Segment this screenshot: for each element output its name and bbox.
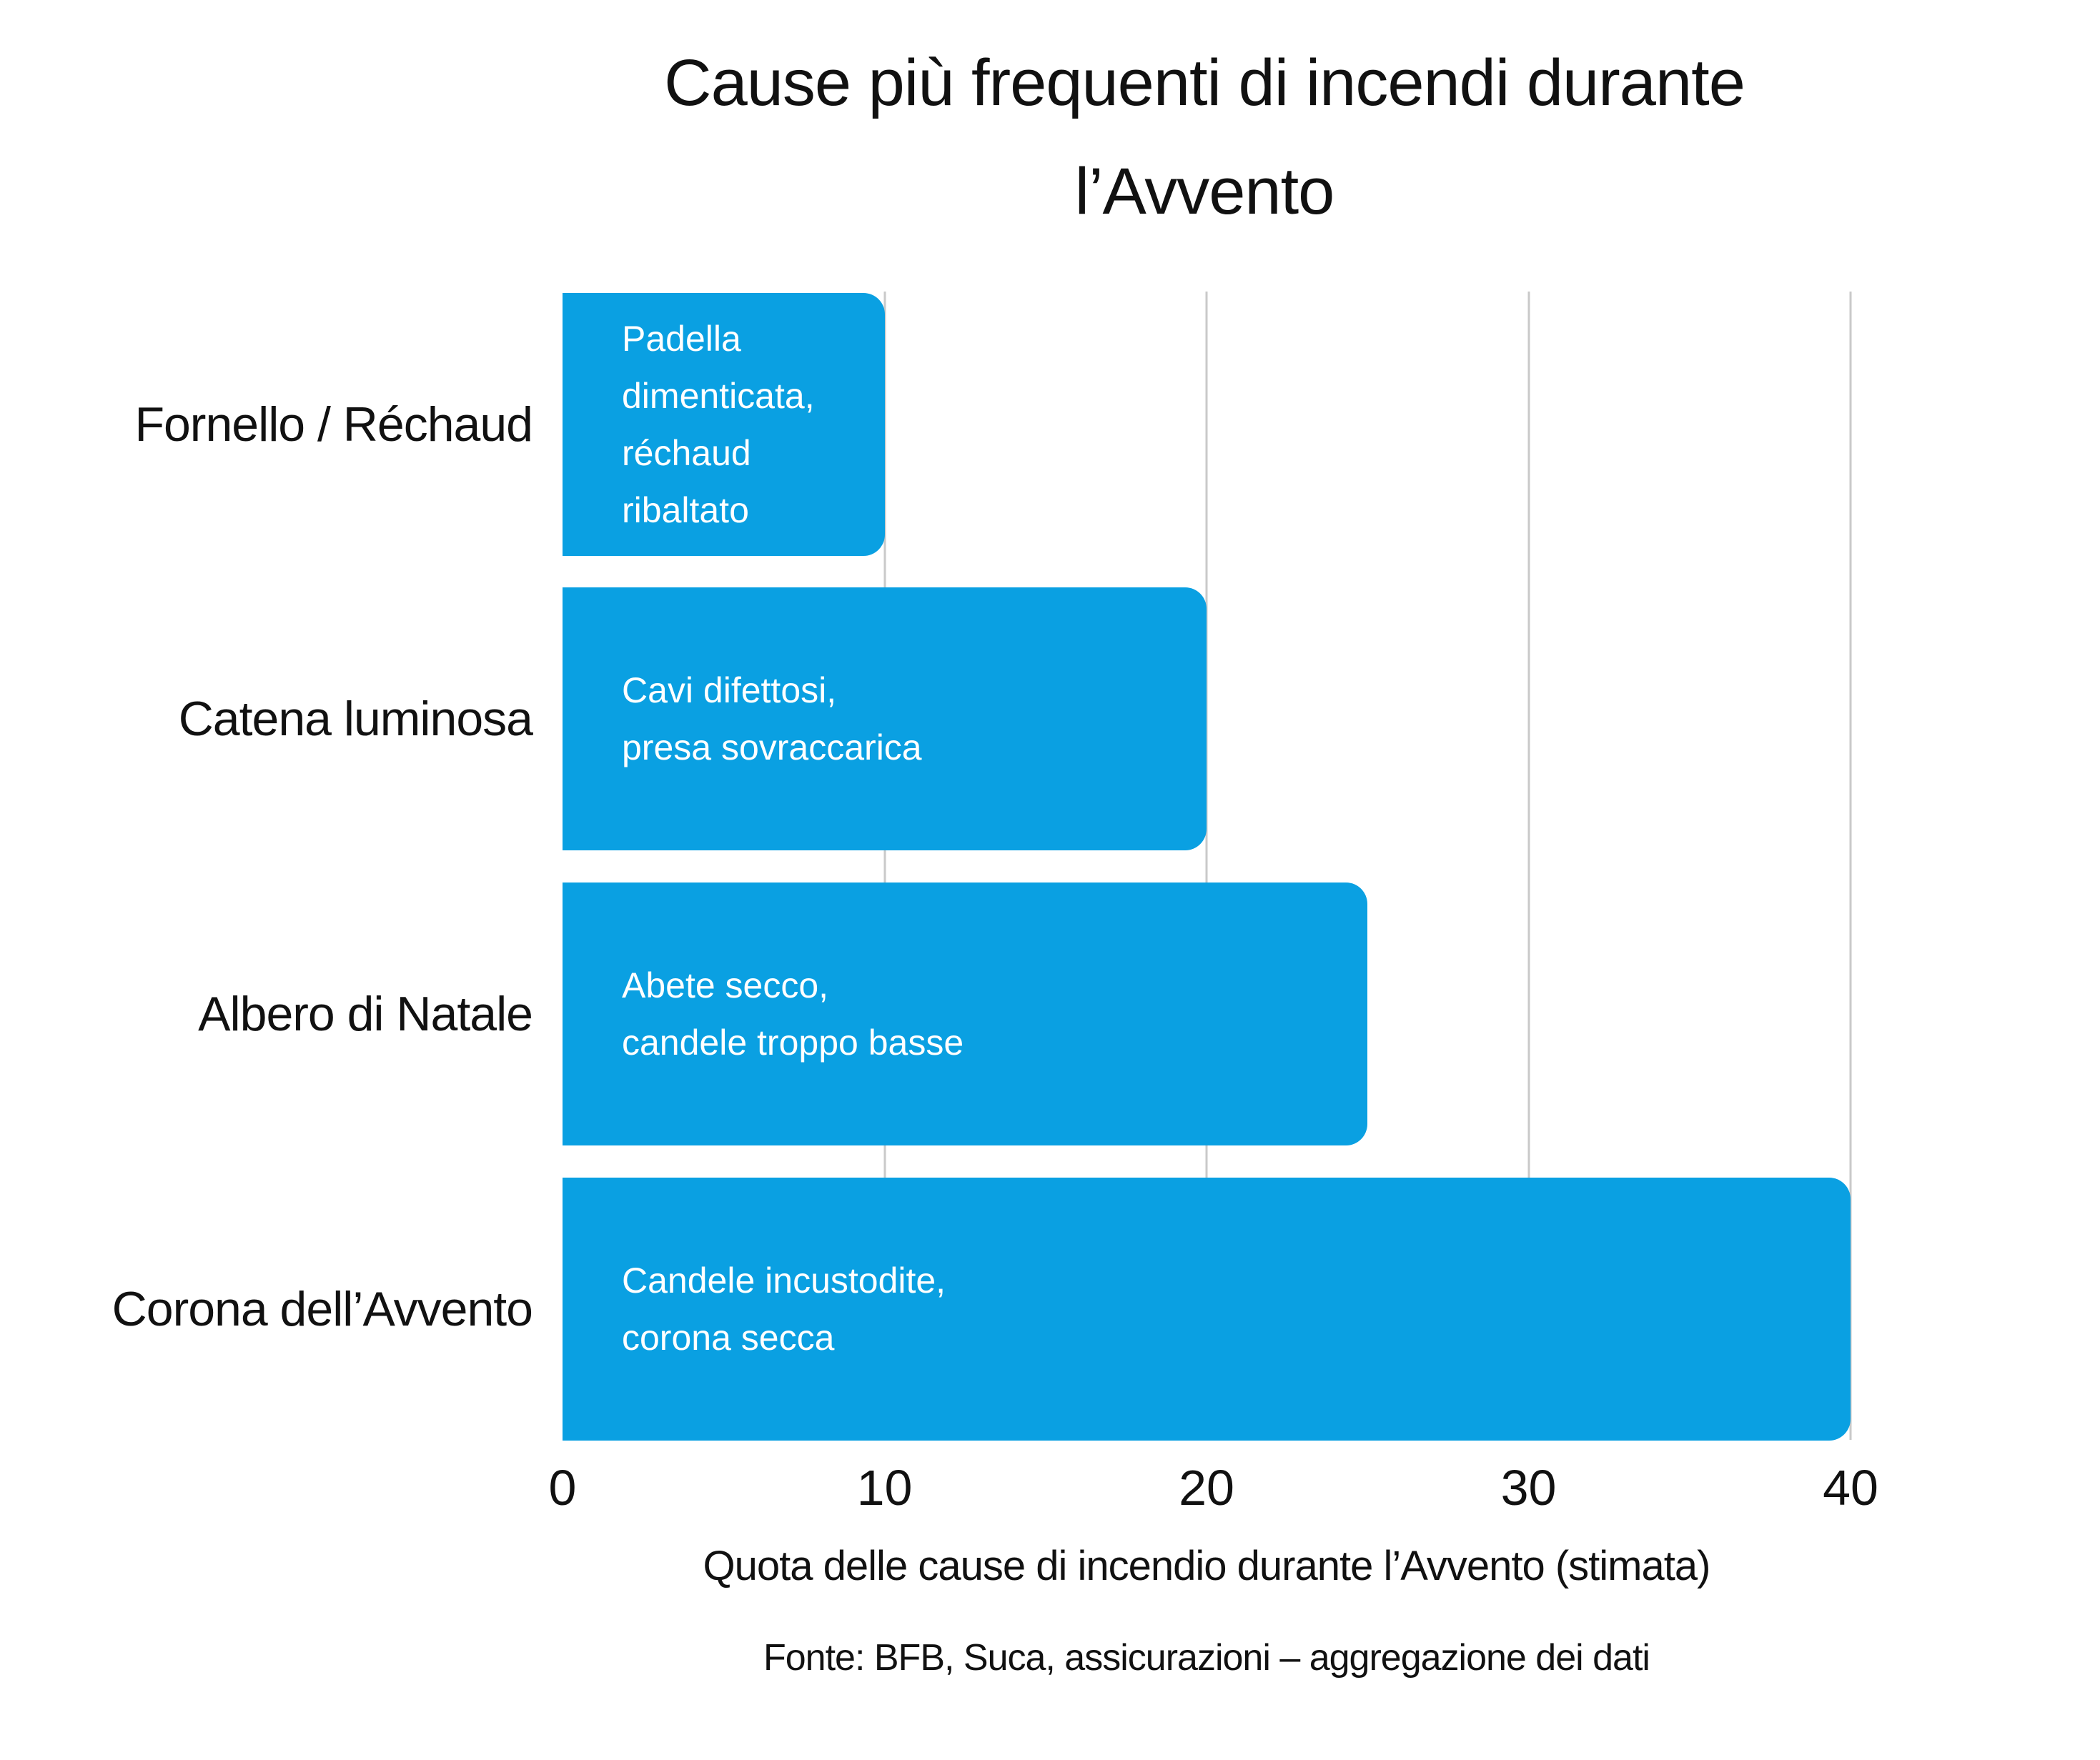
bar-annotation-line: ribaltato: [622, 490, 749, 530]
x-tick-label-40: 40: [1823, 1460, 1878, 1516]
plot-area: Padella dimenticata, réchaud ribaltato Cavi…: [563, 292, 1852, 1441]
bar-annotation-line: réchaud: [622, 433, 751, 473]
chart-title-line-2: l’Avvento: [1074, 155, 1335, 228]
category-label-catena-luminosa: Catena luminosa: [178, 692, 533, 746]
source-note: Fonte: BFB, Suca, assicurazioni – aggreg…: [763, 1637, 1650, 1679]
x-tick-label-0: 0: [548, 1460, 577, 1516]
x-tick-label-10: 10: [856, 1460, 913, 1516]
bar-annotation-line: presa sovraccarica: [622, 727, 922, 767]
bar-annotation-corona-avvento: Candele incustodite, corona secca: [563, 1178, 1851, 1441]
category-label-albero-di-natale: Albero di Natale: [198, 987, 533, 1041]
bar-annotation-line: Padella: [622, 319, 741, 359]
bar-annotation-line: corona secca: [622, 1318, 835, 1358]
chart-title-line-1: Cause più frequenti di incendi durante: [664, 46, 1745, 119]
x-tick-label-20: 20: [1179, 1460, 1234, 1516]
x-tick-label-30: 30: [1500, 1460, 1557, 1516]
bar-annotation-line: candele troppo basse: [622, 1023, 964, 1063]
gridline-10: [883, 292, 886, 1440]
bar-annotation-catena-luminosa: Cavi difettosi, presa sovraccarica: [563, 587, 1207, 850]
x-axis-label: Quota delle cause di incendio durante l’…: [703, 1543, 1711, 1589]
chart-title: Cause più frequenti di incendi durante l…: [300, 29, 2100, 246]
x-axis-tick-labels: 0 10 20 30 40: [549, 1459, 1878, 1527]
bar-annotation-line: dimenticata,: [622, 376, 815, 416]
bar-fornello: Padella dimenticata, réchaud ribaltato: [563, 293, 885, 556]
gridline-20: [1205, 292, 1208, 1440]
bar-annotation-line: Cavi difettosi,: [622, 670, 837, 710]
bar-annotation-fornello: Padella dimenticata, réchaud ribaltato: [563, 293, 885, 556]
bar-annotation-line: Abete secco,: [622, 965, 829, 1005]
bar-catena-luminosa: Cavi difettosi, presa sovraccarica: [563, 587, 1207, 850]
bar-albero-di-natale: Abete secco, candele troppo basse: [563, 883, 1368, 1145]
bar-annotation-line: Candele incustodite,: [622, 1261, 946, 1301]
bar-corona-avvento: Candele incustodite, corona secca: [563, 1178, 1851, 1441]
gridline-40: [1849, 292, 1852, 1440]
category-label-fornello: Fornello / Réchaud: [134, 397, 533, 452]
category-label-corona-avvento: Corona dell’Avvento: [112, 1282, 533, 1336]
gridline-30: [1527, 292, 1530, 1440]
bar-annotation-albero-di-natale: Abete secco, candele troppo basse: [563, 883, 1367, 1145]
